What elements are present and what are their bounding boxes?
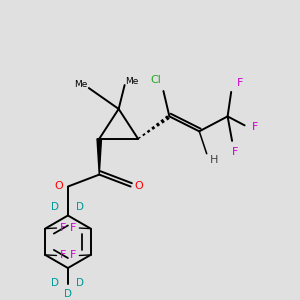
Text: O: O — [55, 181, 63, 190]
Text: H: H — [210, 155, 218, 165]
Text: D: D — [76, 278, 85, 288]
Text: D: D — [64, 289, 72, 299]
Text: D: D — [51, 202, 59, 212]
Text: O: O — [134, 181, 143, 191]
Text: F: F — [60, 223, 66, 233]
Text: F: F — [70, 223, 76, 233]
Text: F: F — [60, 250, 66, 260]
Text: D: D — [76, 202, 85, 212]
Text: F: F — [70, 250, 76, 260]
Polygon shape — [97, 139, 101, 175]
Text: F: F — [252, 122, 258, 132]
Text: Me: Me — [74, 80, 87, 89]
Text: Cl: Cl — [151, 75, 161, 85]
Text: Me: Me — [125, 77, 139, 86]
Text: F: F — [237, 78, 243, 88]
Text: F: F — [232, 147, 238, 157]
Text: D: D — [51, 278, 59, 288]
